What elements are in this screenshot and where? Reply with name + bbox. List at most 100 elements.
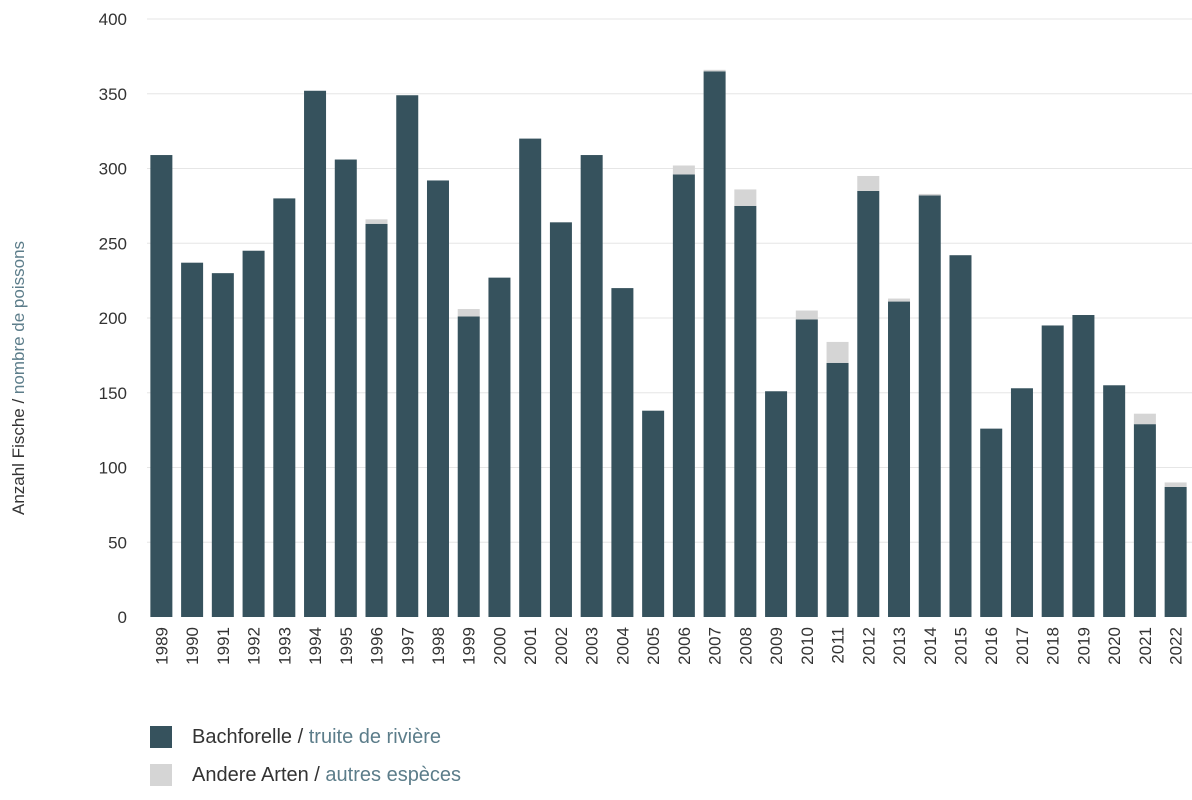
legend-swatch-bachforelle xyxy=(150,726,172,748)
x-tick-label: 2012 xyxy=(859,627,878,665)
bar-andere-arten xyxy=(918,193,941,196)
bar-andere-arten xyxy=(734,189,757,206)
x-tick-label: 2009 xyxy=(767,627,786,665)
bar-andere-arten xyxy=(888,298,911,302)
x-tick-label: 2020 xyxy=(1105,627,1124,665)
x-tick-label: 1991 xyxy=(214,627,233,665)
bar-bachforelle xyxy=(1010,388,1033,617)
legend-label-bachforelle: Bachforelle / truite de rivière xyxy=(192,726,441,749)
legend-label-de: Bachforelle xyxy=(192,725,293,748)
x-tick-label: 2006 xyxy=(675,627,694,665)
x-tick-label: 2011 xyxy=(829,627,848,664)
bar-andere-arten xyxy=(1133,413,1156,425)
bar-bachforelle xyxy=(1164,486,1187,617)
y-tick-label: 350 xyxy=(99,85,127,104)
x-tick-label: 1990 xyxy=(183,627,202,665)
legend-separator: / xyxy=(292,725,309,748)
bar-bachforelle xyxy=(734,205,757,617)
legend-item-bachforelle: Bachforelle / truite de rivière xyxy=(150,724,461,750)
bar-andere-arten xyxy=(365,219,388,224)
bar-bachforelle xyxy=(672,174,695,618)
bar-bachforelle xyxy=(888,301,911,617)
y-tick-label: 0 xyxy=(118,608,127,627)
x-tick-label: 2002 xyxy=(552,627,571,665)
bars xyxy=(150,69,1187,618)
legend-swatch-andere-arten xyxy=(150,764,172,786)
x-tick-label: 1999 xyxy=(460,627,479,665)
bar-bachforelle xyxy=(642,410,665,617)
bar-bachforelle xyxy=(980,428,1003,617)
bar-bachforelle xyxy=(580,155,603,618)
x-tick-label: 2015 xyxy=(951,627,970,665)
bar-bachforelle xyxy=(519,138,542,617)
y-tick-label: 300 xyxy=(99,160,127,179)
bar-bachforelle xyxy=(426,180,449,617)
y-tick-label: 100 xyxy=(99,459,127,478)
x-tick-label: 2003 xyxy=(583,627,602,665)
x-tick-label: 2022 xyxy=(1167,627,1186,665)
bar-bachforelle xyxy=(1133,424,1156,617)
legend: Bachforelle / truite de rivière Andere A… xyxy=(150,724,461,800)
x-tick-label: 1989 xyxy=(152,627,171,665)
x-tick-label: 2017 xyxy=(1013,627,1032,665)
bar-bachforelle xyxy=(949,255,972,617)
bar-bachforelle xyxy=(304,90,327,617)
bar-bachforelle xyxy=(765,391,788,617)
legend-label-de: Andere Arten xyxy=(192,763,309,786)
x-axis-tick-labels: 1989 1990 1991 1992 1993 1994 1995 1996 1997 1998… xyxy=(152,627,1185,665)
bar-bachforelle xyxy=(273,198,296,617)
x-tick-label: 2021 xyxy=(1136,627,1155,665)
bar-andere-arten xyxy=(826,341,849,363)
x-tick-label: 2019 xyxy=(1074,627,1093,665)
bar-bachforelle xyxy=(611,288,634,617)
x-tick-label: 1992 xyxy=(245,627,264,665)
bar-bachforelle xyxy=(795,319,818,617)
bar-andere-arten xyxy=(857,175,880,191)
x-tick-label: 1994 xyxy=(306,627,325,665)
x-tick-label: 2004 xyxy=(613,627,632,665)
bar-andere-arten xyxy=(703,69,726,72)
bar-bachforelle xyxy=(1072,315,1095,617)
legend-label-fr: truite de rivière xyxy=(308,725,442,748)
bar-andere-arten xyxy=(457,309,480,317)
bar-bachforelle xyxy=(150,155,173,618)
x-tick-label: 1995 xyxy=(337,627,356,665)
y-axis-label-separator: / xyxy=(9,394,28,408)
bar-bachforelle xyxy=(181,262,204,617)
bar-bachforelle xyxy=(457,316,480,617)
bar-bachforelle xyxy=(242,250,265,617)
gridlines xyxy=(147,18,1192,543)
x-tick-label: 1993 xyxy=(275,627,294,665)
x-tick-label: 1996 xyxy=(368,627,387,665)
x-tick-label: 2001 xyxy=(521,627,540,665)
x-tick-label: 2013 xyxy=(890,627,909,665)
x-tick-label: 2007 xyxy=(706,627,725,665)
bar-bachforelle xyxy=(365,223,388,617)
y-tick-label: 250 xyxy=(99,234,127,253)
bar-chart: 0 50 100 150 200 250 300 350 400 1989 1990 1991 199… xyxy=(9,10,1192,665)
y-axis-label-fr: nombre de poissons xyxy=(9,241,28,394)
x-tick-label: 2000 xyxy=(490,627,509,665)
legend-label-fr: autres espèces xyxy=(325,763,462,786)
bar-bachforelle xyxy=(334,159,357,617)
bar-bachforelle xyxy=(826,362,849,617)
bar-bachforelle xyxy=(703,71,726,617)
legend-separator: / xyxy=(308,763,326,786)
bar-bachforelle xyxy=(918,195,941,617)
x-tick-label: 1997 xyxy=(398,627,417,665)
bar-andere-arten xyxy=(795,310,818,320)
bar-bachforelle xyxy=(1103,385,1126,617)
x-tick-label: 2010 xyxy=(798,627,817,665)
x-tick-label: 2005 xyxy=(644,627,663,665)
x-tick-label: 2008 xyxy=(736,627,755,665)
legend-item-andere-arten: Andere Arten / autres espèces xyxy=(150,762,461,788)
bar-bachforelle xyxy=(1041,325,1064,617)
y-axis-label: Anzahl Fische / nombre de poissons xyxy=(9,241,28,515)
x-tick-label: 2018 xyxy=(1044,627,1063,665)
bar-bachforelle xyxy=(396,95,419,618)
y-tick-label: 200 xyxy=(99,309,127,328)
x-tick-label: 1998 xyxy=(429,627,448,665)
bar-bachforelle xyxy=(549,222,572,617)
bar-andere-arten xyxy=(672,165,695,175)
x-tick-label: 2016 xyxy=(982,627,1001,665)
